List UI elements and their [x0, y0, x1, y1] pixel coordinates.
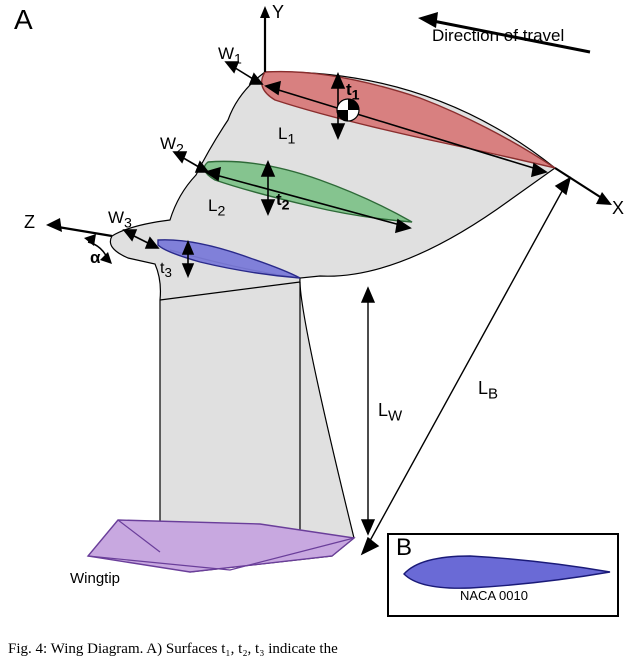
axis-label-y: Y: [272, 2, 284, 23]
label-t1: t1: [346, 80, 360, 103]
figure-caption: Fig. 4: Wing Diagram. A) Surfaces t₁, t₂…: [8, 641, 338, 658]
airfoil-label: NACA 0010: [460, 588, 528, 603]
axis-x-arrow: [596, 192, 612, 205]
label-w2: W2: [160, 134, 184, 157]
wing-diagram-figure: A Y X Z Direction of travel W1 W2 W3 t1 …: [0, 0, 640, 660]
label-l1: L1: [278, 124, 295, 147]
label-t2: t2: [276, 190, 290, 213]
label-w1: W1: [218, 44, 242, 67]
label-w3: W3: [108, 208, 132, 231]
dim-lw: [362, 288, 374, 534]
axis-z-arrow: [46, 218, 62, 232]
axis-label-z: Z: [24, 212, 35, 233]
panel-label-b: B: [396, 534, 412, 562]
label-lb: LB: [478, 378, 498, 403]
axis-label-x: X: [612, 198, 624, 219]
wingtip-label: Wingtip: [70, 570, 120, 587]
label-lw: LW: [378, 400, 402, 425]
label-t3: t3: [160, 260, 172, 280]
axis-y-arrow: [260, 6, 270, 18]
label-l2: L2: [208, 196, 225, 219]
alpha-arrowhead2: [84, 234, 96, 246]
direction-label: Direction of travel: [432, 26, 564, 46]
diagram-svg: [0, 0, 640, 660]
label-alpha: α: [90, 248, 100, 268]
panel-label-a: A: [14, 4, 33, 36]
